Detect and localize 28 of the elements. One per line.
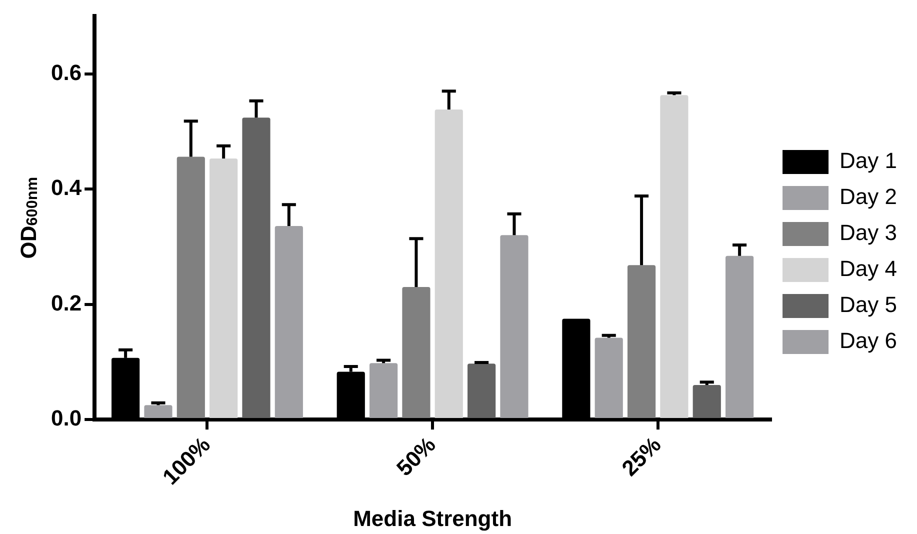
bar (468, 364, 496, 418)
bar (402, 287, 430, 418)
legend-label: Day 4 (840, 256, 898, 282)
legend-label: Day 6 (840, 328, 898, 354)
bar (176, 156, 205, 418)
y-tick-label: 0.6 (50, 60, 82, 85)
y-tick-label: 0.2 (50, 290, 82, 316)
x-tick-label: 50% (392, 432, 440, 481)
bar (594, 338, 623, 418)
legend-label: Day 2 (840, 184, 898, 210)
bar (274, 226, 303, 418)
legend-label: Day 3 (840, 220, 898, 246)
bar (434, 110, 463, 418)
bar (210, 158, 238, 418)
bar (144, 405, 172, 418)
legend-label: Day 1 (840, 148, 898, 174)
x-axis-title: Media Strength (353, 506, 512, 532)
bar (726, 256, 754, 418)
bar (242, 118, 270, 418)
bar (627, 265, 656, 418)
legend-label: Day 5 (840, 292, 898, 318)
bar (370, 363, 398, 418)
bar (500, 235, 528, 418)
bar (660, 95, 688, 418)
y-tick-label: 0.4 (50, 175, 82, 200)
y-tick-label: 0.0 (50, 406, 82, 431)
bar (692, 384, 721, 418)
y-axis-title: OD600nm (16, 176, 42, 259)
